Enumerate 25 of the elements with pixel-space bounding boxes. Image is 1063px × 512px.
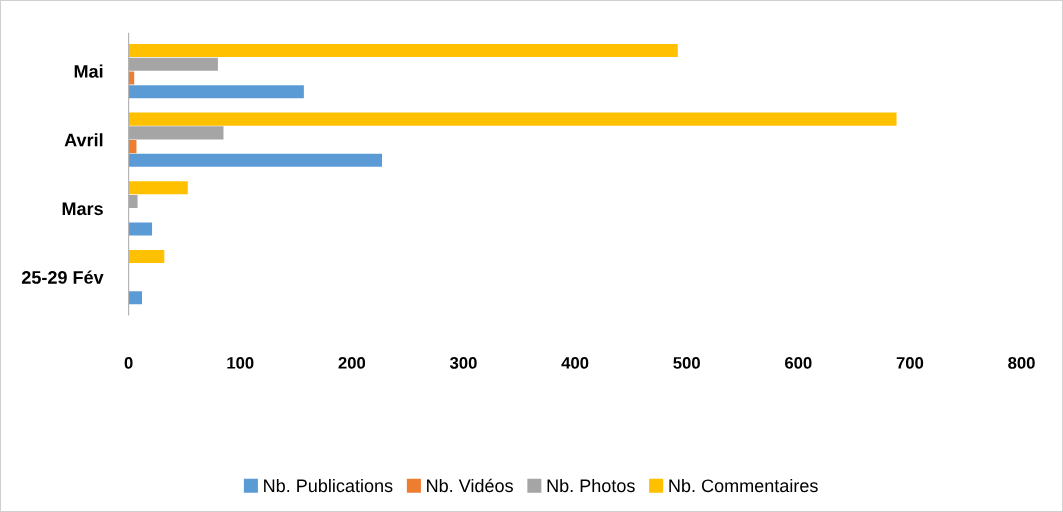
- x-tick-label: 500: [673, 356, 700, 369]
- legend-label: Nb. Commentaires: [669, 478, 818, 493]
- bar: [128, 249, 165, 264]
- y-tick-label: Mars: [62, 202, 103, 216]
- x-tick-label: 0: [124, 356, 133, 369]
- x-tick-label: 300: [449, 356, 477, 369]
- legend-label: Nb. Vidéos: [427, 478, 513, 493]
- x-tick-label: 700: [896, 356, 924, 369]
- x-tick-label: 800: [1008, 356, 1035, 369]
- bar: [128, 43, 678, 57]
- y-tick-label: Avril: [64, 133, 103, 147]
- x-tick-label: 200: [338, 356, 366, 369]
- x-tick-label: 400: [561, 356, 589, 369]
- x-tick-label: 100: [227, 356, 254, 369]
- bar: [128, 112, 897, 126]
- x-tick-label: 600: [785, 356, 812, 369]
- bar: [128, 222, 153, 236]
- y-tick-label: 25-29 Fév: [21, 270, 104, 284]
- legend-label: Nb. Photos: [547, 478, 635, 493]
- legend-label: Nb. Publications: [264, 478, 393, 493]
- bar: [128, 291, 143, 305]
- y-tick-label: Mai: [74, 64, 103, 78]
- bar: [128, 85, 304, 99]
- bar: [128, 153, 382, 167]
- bar: [128, 181, 188, 195]
